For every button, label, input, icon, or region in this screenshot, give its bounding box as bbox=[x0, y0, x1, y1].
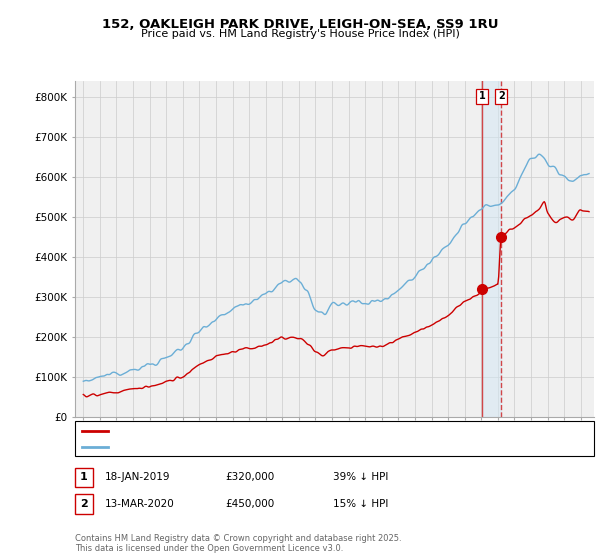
Text: 13-MAR-2020: 13-MAR-2020 bbox=[105, 499, 175, 509]
Text: Contains HM Land Registry data © Crown copyright and database right 2025.
This d: Contains HM Land Registry data © Crown c… bbox=[75, 534, 401, 553]
Text: £450,000: £450,000 bbox=[225, 499, 274, 509]
Text: HPI: Average price, detached house, Southend-on-Sea: HPI: Average price, detached house, Sout… bbox=[113, 442, 378, 452]
Text: 1: 1 bbox=[80, 472, 88, 482]
Text: Price paid vs. HM Land Registry's House Price Index (HPI): Price paid vs. HM Land Registry's House … bbox=[140, 29, 460, 39]
Text: 39% ↓ HPI: 39% ↓ HPI bbox=[333, 472, 388, 482]
Text: 1: 1 bbox=[479, 91, 485, 101]
Text: 2: 2 bbox=[80, 499, 88, 509]
Bar bbox=[482, 81, 501, 417]
Text: 15% ↓ HPI: 15% ↓ HPI bbox=[333, 499, 388, 509]
Text: 152, OAKLEIGH PARK DRIVE, LEIGH-ON-SEA, SS9 1RU (detached house): 152, OAKLEIGH PARK DRIVE, LEIGH-ON-SEA, … bbox=[113, 426, 463, 436]
Text: £320,000: £320,000 bbox=[225, 472, 274, 482]
Text: 18-JAN-2019: 18-JAN-2019 bbox=[105, 472, 170, 482]
Text: 2: 2 bbox=[498, 91, 505, 101]
Text: 152, OAKLEIGH PARK DRIVE, LEIGH-ON-SEA, SS9 1RU: 152, OAKLEIGH PARK DRIVE, LEIGH-ON-SEA, … bbox=[102, 18, 498, 31]
